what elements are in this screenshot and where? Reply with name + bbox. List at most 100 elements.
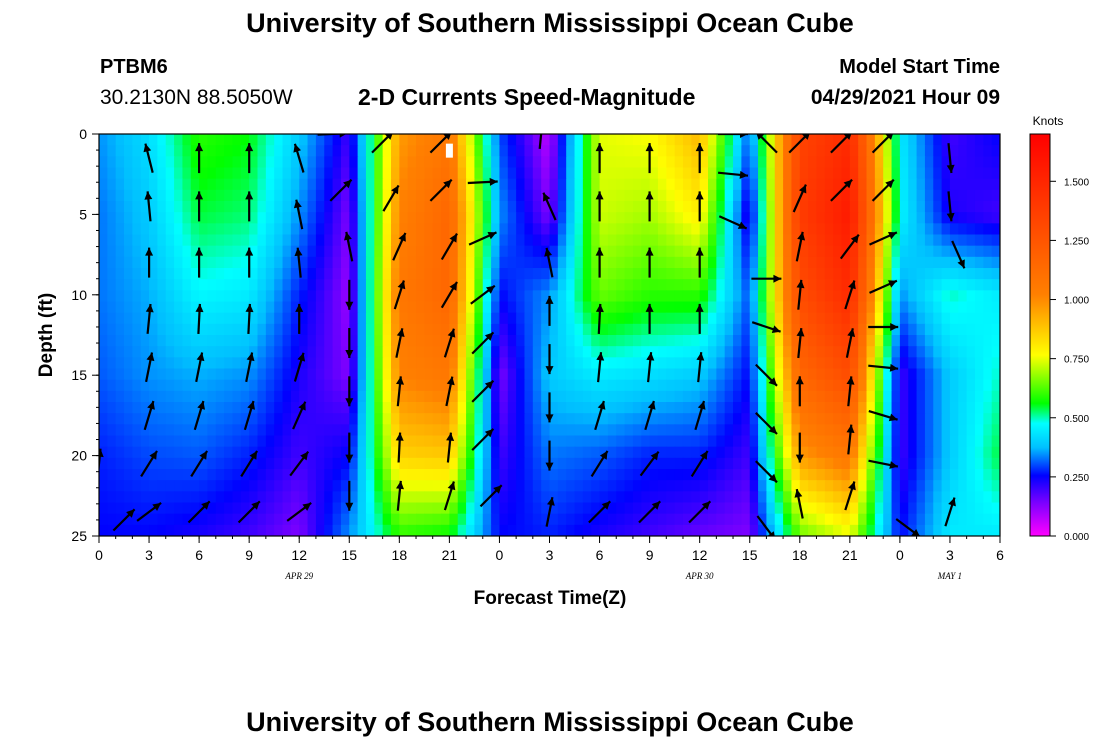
heatmap-cell [416,279,425,291]
heatmap-cell [299,335,309,347]
heatmap-cell [149,301,158,314]
heatmap-cell [841,290,851,303]
heatmap-cell [908,167,918,180]
heatmap-cell [741,491,751,504]
heatmap-cell [207,223,217,236]
heatmap-cell [741,446,751,459]
heatmap-cell [307,480,317,492]
heatmap-cell [416,513,425,526]
y-tick-label: 20 [71,448,87,464]
heatmap-cell [541,435,551,448]
heatmap-cell [949,379,959,392]
heatmap-cell [374,379,384,392]
heatmap-cell [307,167,317,180]
heatmap-cell [315,223,325,236]
heatmap-cell [774,379,784,392]
heatmap-cell [340,480,350,492]
heatmap-cell [724,413,734,425]
heatmap-cell [290,368,300,381]
heatmap-cell [282,491,292,504]
heatmap-cell [332,513,342,526]
heatmap-cell [299,446,309,459]
heatmap-cell [240,413,250,425]
current-arrow [756,515,775,536]
heatmap-cell [808,178,818,191]
heatmap-cell [382,413,392,425]
heatmap-cell [766,513,776,526]
heatmap-cell [182,469,192,481]
heatmap-cell [224,435,234,448]
heatmap-cell [649,491,659,504]
heatmap-cell [149,524,158,536]
heatmap-cell [299,390,309,403]
heatmap-cell [758,480,767,492]
heatmap-cell [349,290,359,303]
heatmap-cell [699,167,709,180]
heatmap-cell [516,290,526,303]
heatmap-cell [516,390,526,403]
heatmap-cell [107,457,117,470]
heatmap-cell [149,290,158,303]
heatmap-cell [507,189,517,202]
heatmap-cell [758,145,767,157]
heatmap-cell [674,346,684,358]
heatmap-cell [883,145,893,157]
heatmap-cell [407,323,417,336]
heatmap-cell [858,390,868,403]
heatmap-cell [224,480,234,492]
heatmap-cell [799,212,809,224]
heatmap-cell [157,524,167,536]
heatmap-cell [699,178,709,191]
heatmap-cell [382,290,392,303]
heatmap-cell [424,457,434,470]
heatmap-cell [557,446,567,459]
heatmap-cell [816,446,826,459]
heatmap-cell [282,435,292,448]
heatmap-cell [849,189,859,202]
heatmap-cell [733,435,742,448]
heatmap-cell [724,268,734,280]
heatmap-cell [874,435,884,448]
heatmap-cell [374,368,384,381]
heatmap-cell [899,245,909,258]
heatmap-cell [482,145,492,157]
heatmap-cell [174,189,184,202]
heatmap-cell [407,256,417,269]
heatmap-cell [532,234,542,247]
heatmap-cell [908,279,918,291]
heatmap-cell [340,513,350,526]
heatmap-cell [808,167,818,180]
heatmap-cell [232,502,242,515]
heatmap-cell [157,323,167,336]
heatmap-cell [816,290,826,303]
heatmap-cell [799,178,809,191]
heatmap-cell [532,212,542,224]
heatmap-cell [157,390,167,403]
current-arrow [595,191,604,222]
heatmap-cell [215,513,225,526]
heatmap-cell [657,390,667,403]
heatmap-cell [407,469,417,481]
heatmap-cell [441,189,450,202]
heatmap-cell [249,435,259,448]
heatmap-cell [482,390,492,403]
heatmap-cell [616,524,626,536]
heatmap-cell [949,435,959,448]
heatmap-cell [699,346,709,358]
heatmap-cell [324,435,334,448]
heatmap-cell [549,145,559,157]
heatmap-cell [966,212,976,224]
heatmap-cell [124,290,133,303]
heatmap-cell [874,357,884,370]
heatmap-cell [974,312,984,325]
heatmap-cell [833,134,843,146]
heatmap-cell [474,491,484,504]
heatmap-cell [165,446,175,459]
heatmap-cell [624,513,634,526]
heatmap-cell [691,335,701,347]
heatmap-cell [632,279,642,291]
heatmap-cell [916,379,926,392]
heatmap-cell [916,480,926,492]
heatmap-cell [924,446,934,459]
heatmap-cell [974,413,984,425]
